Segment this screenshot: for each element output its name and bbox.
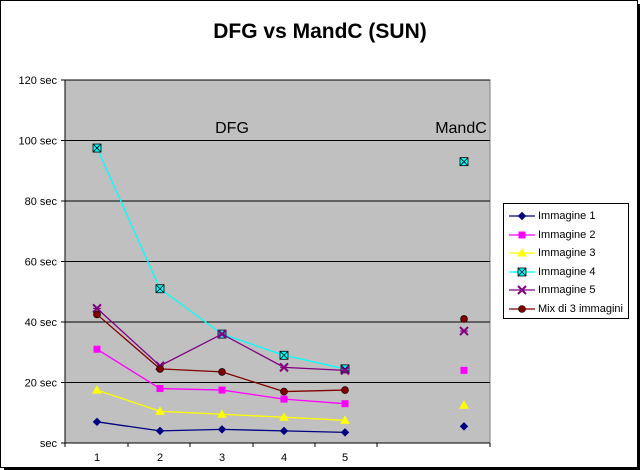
mandc-data-point — [459, 422, 469, 431]
legend-key — [508, 230, 536, 240]
mandc-data-point — [459, 157, 469, 167]
legend-label: Immagine 2 — [538, 228, 596, 241]
y-tick-label: 120 sec — [18, 75, 57, 87]
legend-marker — [517, 248, 527, 257]
data-point — [341, 400, 349, 408]
series-2 — [93, 345, 468, 408]
legend-entry: Immagine 4 — [508, 263, 628, 282]
data-point — [156, 365, 164, 373]
data-point — [92, 303, 102, 314]
data-point — [279, 412, 289, 421]
legend-marker — [518, 304, 526, 313]
data-point — [93, 310, 101, 319]
data-point — [340, 364, 350, 374]
x-axis-ticks: 1 2 3 4 5 — [64, 443, 491, 464]
series-layer — [92, 143, 469, 437]
legend-label: Immagine 1 — [538, 210, 596, 223]
y-tick-label: 20 sec — [25, 378, 58, 390]
legend-key — [508, 248, 536, 258]
legend-marker — [518, 231, 526, 239]
data-point — [340, 428, 350, 437]
mandc-data-point — [459, 400, 469, 409]
legend-entry: Immagine 3 — [508, 244, 628, 263]
series-5 — [92, 303, 469, 376]
y-tick-label: 60 sec — [25, 257, 58, 269]
data-point — [279, 426, 289, 436]
series-3 — [92, 385, 469, 424]
x-tick-label: 4 — [281, 452, 287, 464]
x-tick-label: 2 — [157, 452, 163, 464]
y-tick-label: 80 sec — [25, 196, 58, 208]
x-tick-label: 3 — [219, 452, 225, 464]
legend-label: Immagine 5 — [538, 284, 596, 297]
data-point — [155, 406, 165, 415]
mandc-data-point — [460, 366, 468, 374]
legend-entry: Immagine 5 — [508, 281, 628, 300]
legend-marker — [517, 212, 527, 221]
data-point — [218, 368, 226, 376]
y-tick-label: 100 sec — [18, 136, 57, 148]
x-tick-label: 5 — [342, 452, 348, 464]
legend-key — [508, 267, 536, 277]
data-point — [155, 284, 165, 294]
data-point — [93, 345, 101, 353]
data-point — [280, 395, 288, 403]
data-point — [92, 385, 102, 394]
data-point — [340, 415, 350, 424]
legend-marker — [517, 285, 527, 295]
series-6 — [93, 310, 468, 396]
legend-key — [508, 285, 536, 295]
legend-entry: Immagine 2 — [508, 226, 628, 245]
annotation-mandc: MandC — [435, 120, 487, 137]
data-point — [92, 417, 102, 427]
data-point — [156, 385, 164, 393]
data-point — [217, 409, 227, 418]
legend-entry: Immagine 1 — [508, 207, 628, 226]
x-tick-label: 1 — [94, 452, 100, 464]
data-point — [341, 386, 349, 394]
data-point — [92, 143, 102, 153]
data-point — [217, 329, 227, 339]
annotation-dfg: DFG — [215, 120, 249, 137]
y-tick-label: 40 sec — [25, 317, 58, 329]
legend-key — [508, 304, 536, 314]
y-tick-label: sec — [40, 438, 58, 450]
legend-label: Mix di 3 immagini — [538, 302, 623, 315]
chart-legend: Immagine 1 Immagine 2 Immagine 3 Immagine 4… — [503, 203, 629, 319]
chart-title: DFG vs MandC (SUN) — [213, 20, 427, 43]
legend-entry: Mix di 3 immagini — [508, 300, 628, 319]
mandc-data-point — [460, 315, 468, 323]
legend-marker — [517, 267, 527, 277]
legend-label: Immagine 3 — [538, 247, 596, 260]
data-point — [217, 425, 227, 434]
legend-label: Immagine 4 — [538, 265, 596, 278]
legend-key — [508, 211, 536, 221]
data-point — [280, 387, 288, 396]
data-point — [155, 426, 165, 436]
data-point — [279, 350, 289, 360]
data-point — [279, 362, 289, 373]
series-1 — [92, 417, 469, 437]
y-axis-ticks: sec 20 sec 40 sec 60 sec 80 sec 100 sec 120 se… — [18, 75, 490, 450]
gridlines — [65, 79, 490, 383]
mandc-data-point — [459, 326, 469, 336]
data-point — [340, 365, 350, 376]
data-point — [218, 386, 226, 394]
